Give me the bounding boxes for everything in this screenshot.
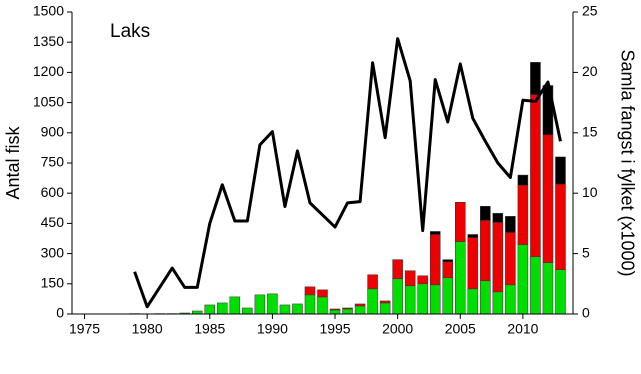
y-tick-label: 450 [41, 214, 65, 230]
bar-segment [492, 222, 504, 293]
bar-segment [354, 305, 366, 315]
y2-tick-label: 0 [582, 305, 590, 321]
y2-axis-label: Samla fangst i fylket (x1000) [617, 49, 637, 276]
x-tick-label: 1975 [69, 321, 100, 337]
bar-segment [304, 294, 316, 315]
bar-segment [429, 231, 441, 235]
y2-tick-label: 10 [582, 184, 598, 200]
bar-segment [555, 269, 566, 315]
y-tick-label: 1500 [33, 3, 64, 19]
bar-segment [379, 302, 391, 315]
x-tick-label: 1995 [319, 321, 350, 337]
bar-segment [455, 202, 466, 242]
bar-segment [317, 296, 328, 315]
line-series [133, 37, 562, 309]
bar-segment [517, 174, 529, 186]
x-tick-label: 1985 [194, 321, 225, 337]
bar-segment [530, 62, 541, 95]
bar-segment [530, 256, 541, 315]
bar-segment [492, 291, 504, 315]
bar-segment [304, 286, 316, 296]
bar-segment [555, 183, 566, 270]
y2-tick-label: 25 [582, 3, 598, 19]
bar-segment [367, 274, 378, 290]
bar-segment [467, 237, 479, 290]
y2-tick-label: 15 [582, 124, 598, 140]
x-tick-label: 1980 [132, 321, 163, 337]
bar-segment [480, 280, 491, 315]
bar-segment [279, 304, 291, 315]
bar-segment [367, 288, 378, 315]
bar-segment [392, 259, 403, 280]
bar-segment [505, 284, 516, 315]
bar-segment [442, 277, 454, 315]
x-tick-label: 2000 [382, 321, 413, 337]
bar-segment [492, 213, 504, 223]
bar-segment [442, 261, 454, 279]
y-tick-label: 1200 [33, 63, 64, 79]
bar-segment [404, 285, 416, 315]
bar-segment [267, 293, 278, 315]
bar-segment [342, 307, 353, 310]
bar-segment [292, 303, 303, 315]
bar-segment [542, 134, 554, 263]
bar-segment [429, 234, 441, 286]
bar-segment [417, 275, 428, 285]
bar-segment [505, 216, 516, 233]
bar-segment [480, 206, 491, 221]
bar-segment [217, 302, 228, 315]
y-tick-label: 0 [56, 305, 64, 321]
bar-segment [455, 241, 466, 315]
y2-tick-label: 20 [582, 63, 598, 79]
bar-segment [467, 288, 479, 315]
bar-segment [329, 308, 341, 311]
y-tick-label: 600 [41, 184, 65, 200]
bar-segment [317, 289, 328, 298]
bar-segment [242, 307, 253, 315]
bar-segment [404, 270, 416, 287]
x-tick-label: 2005 [445, 321, 476, 337]
annotation: Laks [110, 21, 150, 42]
bar-segment [329, 309, 341, 315]
x-tick-label: 1990 [257, 321, 288, 337]
bar-segment [505, 232, 516, 286]
y2-tick-label: 5 [582, 244, 590, 260]
bar-segment [542, 262, 554, 315]
bar-segment [229, 296, 241, 315]
bar-segment [442, 259, 454, 262]
y-tick-label: 900 [41, 124, 65, 140]
y-tick-label: 150 [41, 275, 65, 291]
bar-segment [354, 303, 366, 307]
y-tick-label: 1350 [33, 33, 64, 49]
bar-segment [254, 294, 266, 315]
y-tick-label: 1050 [33, 93, 64, 109]
bar-segment [342, 308, 353, 315]
y-tick-label: 300 [41, 244, 65, 260]
bar-segment [555, 156, 566, 185]
bar-segment [204, 304, 216, 315]
y-tick-label: 750 [41, 154, 65, 170]
bar-segment [417, 283, 428, 315]
bar-segment [517, 184, 529, 245]
bar-segment [429, 284, 441, 315]
y-axis-label: Antal fisk [3, 125, 23, 199]
bar-segment [379, 300, 391, 304]
bar-segment [530, 94, 541, 257]
bar-segment [517, 244, 529, 315]
bar-segment [467, 234, 479, 238]
x-tick-label: 2010 [507, 321, 538, 337]
bar-segment [480, 220, 491, 282]
bar-segment [392, 278, 403, 315]
